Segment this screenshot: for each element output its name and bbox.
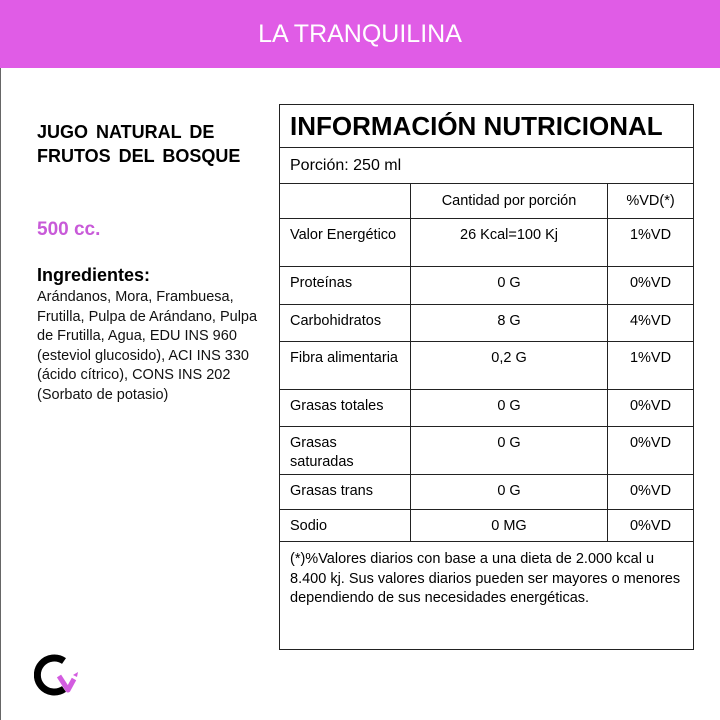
nutrient-amount: 26 Kcal=100 Kj <box>410 218 608 267</box>
product-name: JUGO NATURAL DE FRUTOS DEL BOSQUE <box>37 122 241 166</box>
nutrient-vd: 1%VD <box>607 218 694 267</box>
nutrient-vd: 1%VD <box>607 341 694 390</box>
table-row: Carbohidratos 8 G 4%VD <box>279 304 694 342</box>
nutrient-name: Grasas saturadas <box>279 426 411 475</box>
footnote: (*)%Valores diarios con base a una dieta… <box>279 541 694 650</box>
product-size: 500 cc. <box>37 219 101 240</box>
nutrient-name: Grasas totales <box>279 389 411 427</box>
ingredients-list: Arándanos, Mora, Frambuesa, Frutilla, Pu… <box>37 289 258 403</box>
nutrient-vd: 0%VD <box>607 426 694 475</box>
nutrient-name: Proteínas <box>279 266 411 305</box>
table-row: Fibra alimentaria 0,2 G 1%VD <box>279 341 694 390</box>
nutrient-vd: 0%VD <box>607 266 694 305</box>
nutrient-vd: 0%VD <box>607 389 694 427</box>
table-header: Cantidad por porción %VD(*) <box>279 183 694 219</box>
nutrient-amount: 8 G <box>410 304 608 342</box>
table-row: Proteínas 0 G 0%VD <box>279 266 694 305</box>
header-empty <box>279 183 411 219</box>
header-amount: Cantidad por porción <box>410 183 608 219</box>
nutrient-name: Valor Energético <box>279 218 411 267</box>
ingredients-title: Ingredientes: <box>37 265 151 285</box>
left-border <box>0 68 1 720</box>
brand-logo-icon <box>34 654 78 696</box>
nutrient-name: Sodio <box>279 509 411 542</box>
nutrient-name: Carbohidratos <box>279 304 411 342</box>
nutrient-vd: 0%VD <box>607 474 694 510</box>
table-row: Grasas saturadas 0 G 0%VD <box>279 426 694 475</box>
nutrient-amount: 0 G <box>410 426 608 475</box>
table-row: Grasas trans 0 G 0%VD <box>279 474 694 510</box>
nutrient-amount: 0,2 G <box>410 341 608 390</box>
table-row: Sodio 0 MG 0%VD <box>279 509 694 542</box>
nutrient-name: Fibra alimentaria <box>279 341 411 390</box>
nutrient-vd: 0%VD <box>607 509 694 542</box>
nutrient-amount: 0 G <box>410 389 608 427</box>
table-row: Grasas totales 0 G 0%VD <box>279 389 694 427</box>
brand-banner: LA TRANQUILINA <box>0 0 720 68</box>
header-vd: %VD(*) <box>607 183 694 219</box>
portion-size: Porción: 250 ml <box>279 147 694 184</box>
nutrition-title: INFORMACIÓN NUTRICIONAL <box>279 104 694 148</box>
nutrient-amount: 0 G <box>410 474 608 510</box>
nutrition-table: INFORMACIÓN NUTRICIONAL Porción: 250 ml … <box>279 104 694 650</box>
nutrient-amount: 0 G <box>410 266 608 305</box>
nutrient-vd: 4%VD <box>607 304 694 342</box>
table-row: Valor Energético 26 Kcal=100 Kj 1%VD <box>279 218 694 267</box>
nutrient-amount: 0 MG <box>410 509 608 542</box>
nutrient-name: Grasas trans <box>279 474 411 510</box>
